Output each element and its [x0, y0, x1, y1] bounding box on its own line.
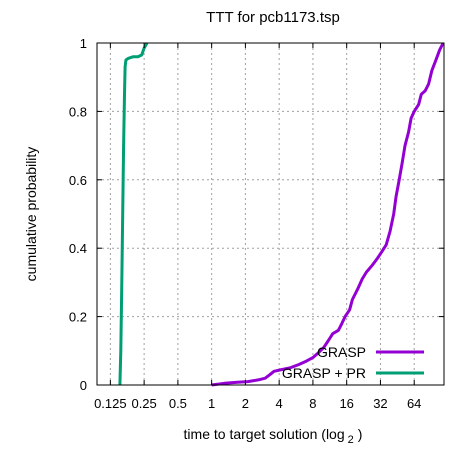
- legend: GRASP GRASP + PR: [282, 344, 424, 381]
- x-axis-label-close: ): [358, 426, 363, 442]
- x-tick-label: 0.125: [94, 396, 127, 411]
- y-tick-label: 0.4: [69, 241, 87, 256]
- x-tick-label: 1: [208, 396, 215, 411]
- y-tick-label: 0.2: [69, 310, 87, 325]
- plot-frame: [96, 42, 445, 386]
- y-axis-label: cumulative probability: [23, 147, 39, 282]
- x-tick-label: 4: [276, 396, 283, 411]
- x-tick-label: 2: [242, 396, 249, 411]
- x-axis-label-main: time to target solution (log: [184, 426, 345, 442]
- grid-lines: [97, 43, 444, 385]
- x-tick-label: 0.25: [131, 396, 156, 411]
- x-tick-label: 8: [309, 396, 316, 411]
- y-tick-label: 0.6: [69, 173, 87, 188]
- x-tick-label: 16: [339, 396, 353, 411]
- legend-label: GRASP + PR: [282, 365, 366, 381]
- series-line-grasp-pr: [118, 42, 149, 386]
- y-tick-label: 0.8: [69, 104, 87, 119]
- axis-ticks: 0.125 0.25 0.5 1 2 4 8 16 32 64 0 0.2 0.4 0.6 0.8 1: [69, 36, 444, 411]
- y-tick-label: 1: [80, 36, 87, 51]
- series-lines: [118, 42, 445, 387]
- legend-label: GRASP: [317, 344, 366, 360]
- x-axis-label-subscript: 2: [348, 434, 354, 446]
- x-tick-label: 32: [373, 396, 387, 411]
- x-tick-label: 0.5: [169, 396, 187, 411]
- y-axis-label-group: cumulative probability: [23, 147, 39, 282]
- series-line-grasp: [211, 42, 445, 387]
- x-axis-label: time to target solution (log 2): [184, 426, 363, 446]
- y-tick-label: 0: [80, 378, 87, 393]
- chart-title: TTT for pcb1173.tsp: [206, 9, 340, 26]
- x-tick-label: 64: [407, 396, 421, 411]
